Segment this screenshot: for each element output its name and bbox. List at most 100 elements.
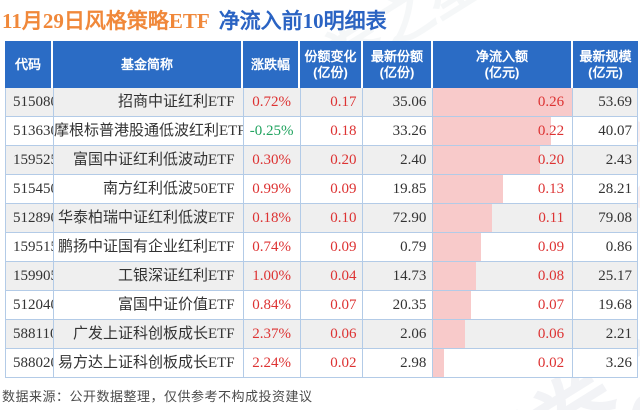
change-value: 0.72%	[244, 88, 301, 116]
column-header-share-change: 份额变化 (亿份)	[300, 41, 363, 88]
table-header-row: 代码 基金简称 涨跌幅 份额变化 (亿份) 最新份额 (亿份) 净流入额 (亿元…	[5, 41, 638, 88]
change-value: 0.84%	[244, 291, 301, 319]
latest-scale-value: 0.86	[573, 233, 639, 261]
share-change-value: 0.02	[301, 349, 364, 377]
page-title: 11月29日风格策略ETF 净流入前10明细表	[2, 5, 387, 35]
share-change-value: 0.04	[301, 262, 364, 290]
column-header-label: 最新份额	[370, 48, 423, 64]
net-inflow-bar	[433, 262, 477, 290]
title-rest: 净流入前10明细表	[218, 9, 387, 33]
latest-scale-value: 2.21	[573, 320, 639, 348]
table-row: 513630 摩根标普港股通低波红利ETF -0.25% 0.18 33.26 …	[5, 117, 639, 146]
latest-share-value: 35.06	[363, 88, 434, 116]
latest-share-value: 2.98	[363, 349, 434, 377]
latest-scale-value: 25.17	[573, 262, 639, 290]
fund-code: 512040	[6, 291, 54, 319]
table-row: 159515 鹏扬中证国有企业红利ETF 0.74% 0.09 0.79 0.0…	[5, 233, 639, 262]
latest-share-value: 0.79	[363, 233, 434, 261]
fund-code: 159515	[6, 233, 54, 261]
fund-name: 鹏扬中证国有企业红利ETF	[54, 233, 244, 261]
fund-code: 512890	[6, 204, 54, 232]
column-header-net-inflow: 净流入额 (亿元)	[433, 41, 573, 88]
table-row: 159525 富国中证红利低波动ETF 0.30% 0.20 2.40 0.20…	[5, 146, 639, 175]
change-value: 1.00%	[244, 262, 301, 290]
net-inflow-cell: 0.07	[433, 291, 574, 319]
change-value: 0.30%	[244, 146, 301, 174]
fund-name: 广发上证科创板成长ETF	[54, 320, 244, 348]
net-inflow-value: 0.09	[537, 239, 565, 255]
share-change-value: 0.17	[301, 88, 364, 116]
table-row: 159905 工银深证红利ETF 1.00% 0.04 14.73 0.08 2…	[5, 262, 639, 291]
net-inflow-value: 0.07	[537, 297, 565, 313]
column-header-label: 最新规模	[579, 48, 632, 64]
net-inflow-cell: 0.22	[433, 117, 574, 145]
fund-name: 富国中证价值ETF	[54, 291, 244, 319]
fund-name: 摩根标普港股通低波红利ETF	[54, 117, 244, 145]
table-row: 512890 华泰柏瑞中证红利低波ETF 0.18% 0.10 72.90 0.…	[5, 204, 639, 233]
change-value: 2.37%	[244, 320, 301, 348]
net-inflow-bar	[433, 233, 482, 261]
latest-scale-value: 53.69	[573, 88, 639, 116]
column-header-unit: (亿元)	[588, 64, 623, 80]
column-header-latest-scale: 最新规模 (亿元)	[573, 41, 638, 88]
change-value: 0.18%	[244, 204, 301, 232]
latest-scale-value: 79.08	[573, 204, 639, 232]
net-inflow-value: 0.08	[537, 268, 565, 284]
column-header-fund-name: 基金简称	[53, 41, 243, 88]
table-row: 512040 富国中证价值ETF 0.84% 0.07 20.35 0.07 1…	[5, 291, 639, 320]
net-inflow-value: 0.02	[537, 355, 565, 371]
net-inflow-cell: 0.08	[433, 262, 574, 290]
title-highlight: 11月29日风格策略ETF	[2, 9, 210, 33]
fund-name: 招商中证红利ETF	[54, 88, 244, 116]
net-inflow-cell: 0.20	[433, 146, 574, 174]
share-change-value: 0.10	[301, 204, 364, 232]
latest-share-value: 2.06	[363, 320, 434, 348]
fund-name: 富国中证红利低波动ETF	[54, 146, 244, 174]
net-inflow-bar	[433, 349, 444, 377]
latest-share-value: 33.26	[363, 117, 434, 145]
latest-share-value: 2.40	[363, 146, 434, 174]
net-inflow-cell: 0.11	[433, 204, 574, 232]
latest-scale-value: 28.21	[573, 175, 639, 203]
column-header-label: 份额变化	[304, 48, 357, 64]
table-row: 515450 南方红利低波50ETF 0.99% 0.09 19.85 0.13…	[5, 175, 639, 204]
share-change-value: 0.07	[301, 291, 364, 319]
latest-share-value: 72.90	[363, 204, 434, 232]
share-change-value: 0.09	[301, 175, 364, 203]
column-header-label: 涨跌幅	[250, 56, 290, 72]
net-inflow-bar	[433, 175, 503, 203]
table-body: 515080 招商中证红利ETF 0.72% 0.17 35.06 0.26 5…	[5, 88, 639, 378]
fund-code: 159525	[6, 146, 54, 174]
share-change-value: 0.18	[301, 117, 364, 145]
net-inflow-value: 0.26	[537, 94, 565, 110]
fund-code: 515450	[6, 175, 54, 203]
column-header-change-pct: 涨跌幅	[243, 41, 300, 88]
fund-name: 易方达上证科创板成长ETF	[54, 349, 244, 377]
latest-share-value: 14.73	[363, 262, 434, 290]
fund-code: 159905	[6, 262, 54, 290]
column-header-label: 代码	[14, 56, 41, 72]
share-change-value: 0.09	[301, 233, 364, 261]
column-header-unit: (亿份)	[379, 64, 415, 80]
fund-code: 588020	[6, 349, 54, 377]
fund-name: 华泰柏瑞中证红利低波ETF	[54, 204, 244, 232]
net-inflow-value: 0.22	[537, 123, 565, 139]
net-inflow-cell: 0.13	[433, 175, 574, 203]
column-header-label: 基金简称	[120, 56, 173, 72]
net-inflow-value: 0.13	[537, 181, 565, 197]
net-inflow-cell: 0.26	[433, 88, 574, 116]
column-header-code: 代码	[5, 41, 53, 88]
table-row: 588020 易方达上证科创板成长ETF 2.24% 0.02 2.98 0.0…	[5, 349, 639, 378]
table-row: 515080 招商中证红利ETF 0.72% 0.17 35.06 0.26 5…	[5, 88, 639, 117]
net-inflow-cell: 0.02	[433, 349, 574, 377]
latest-scale-value: 3.26	[573, 349, 639, 377]
change-value: 2.24%	[244, 349, 301, 377]
share-change-value: 0.06	[301, 320, 364, 348]
latest-scale-value: 19.68	[573, 291, 639, 319]
net-inflow-value: 0.20	[537, 152, 565, 168]
share-change-value: 0.20	[301, 146, 364, 174]
net-inflow-bar	[433, 204, 493, 232]
latest-share-value: 19.85	[363, 175, 434, 203]
data-source-note: 数据来源：公开数据整理，仅供参考不构成投资建议	[2, 389, 313, 404]
